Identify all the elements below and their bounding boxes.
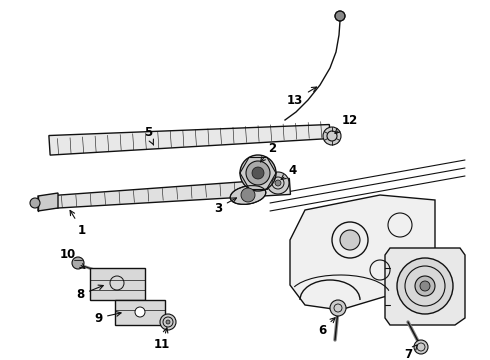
Polygon shape <box>385 248 465 325</box>
Circle shape <box>166 320 170 324</box>
Circle shape <box>330 300 346 316</box>
Text: 11: 11 <box>154 328 170 351</box>
Circle shape <box>335 11 345 21</box>
Circle shape <box>420 281 430 291</box>
Text: 10: 10 <box>60 248 85 269</box>
Polygon shape <box>54 179 291 208</box>
Text: 3: 3 <box>214 198 237 215</box>
Polygon shape <box>290 195 435 310</box>
Text: 1: 1 <box>70 211 86 237</box>
Text: 7: 7 <box>404 345 417 360</box>
Text: 12: 12 <box>335 113 358 133</box>
Circle shape <box>246 161 270 185</box>
Polygon shape <box>49 125 330 155</box>
Text: 8: 8 <box>76 285 103 302</box>
Polygon shape <box>38 193 58 211</box>
Circle shape <box>240 155 276 191</box>
Text: 2: 2 <box>261 141 276 162</box>
Circle shape <box>160 314 176 330</box>
Polygon shape <box>115 300 165 325</box>
Circle shape <box>252 167 264 179</box>
Circle shape <box>241 188 255 202</box>
Text: 13: 13 <box>287 87 317 107</box>
Circle shape <box>340 230 360 250</box>
Circle shape <box>267 172 289 194</box>
Circle shape <box>323 127 341 145</box>
Ellipse shape <box>230 186 266 204</box>
Circle shape <box>415 276 435 296</box>
Text: 5: 5 <box>144 126 153 145</box>
Circle shape <box>135 307 145 317</box>
Circle shape <box>30 198 40 208</box>
Text: 4: 4 <box>281 163 297 180</box>
Text: 6: 6 <box>318 318 335 337</box>
Circle shape <box>72 257 84 269</box>
Circle shape <box>414 340 428 354</box>
Polygon shape <box>90 268 145 300</box>
Circle shape <box>275 180 281 186</box>
Circle shape <box>397 258 453 314</box>
Text: 9: 9 <box>94 311 121 324</box>
